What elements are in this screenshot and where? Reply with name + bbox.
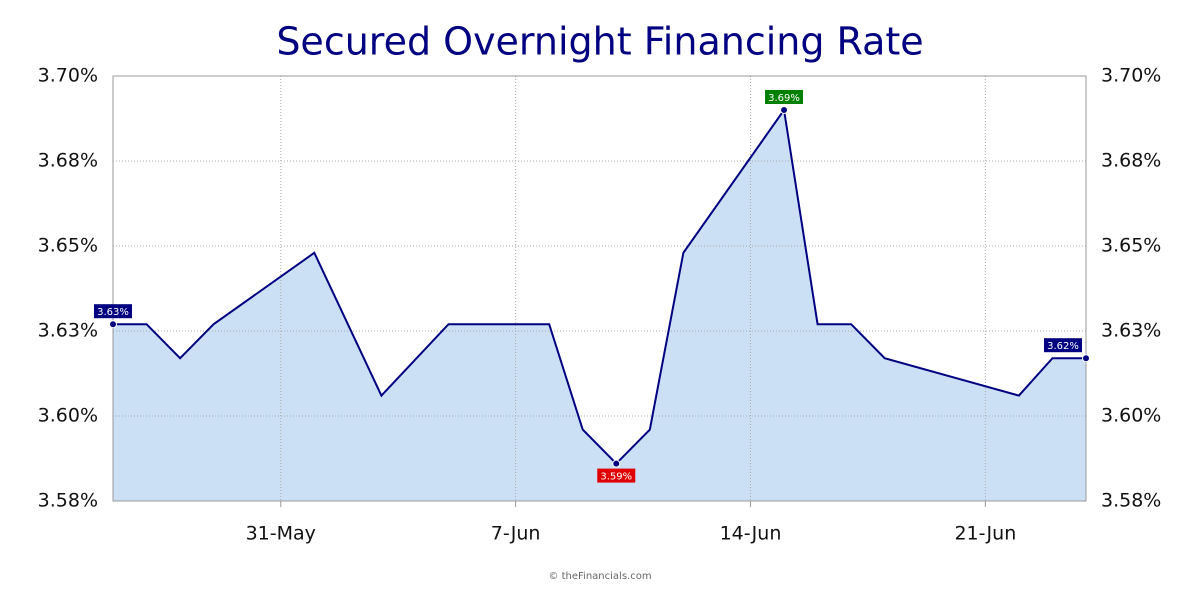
y-tick-label: 3.58% xyxy=(38,490,98,512)
value-label-bg xyxy=(1044,338,1082,353)
y-tick-label: 3.70% xyxy=(38,65,98,87)
area xyxy=(113,110,1086,501)
y2-tick-label: 3.60% xyxy=(1101,405,1161,427)
chart-title: Secured Overnight Financing Rate xyxy=(276,20,923,64)
value-label-group: 3.69% xyxy=(765,90,804,104)
y2-tick-label: 3.68% xyxy=(1101,150,1161,172)
point xyxy=(109,320,117,329)
value-label: 3.59% xyxy=(600,472,632,483)
plot-frame xyxy=(112,75,1087,502)
y2-tick-label: 3.70% xyxy=(1101,65,1161,87)
y-tick-label: 3.60% xyxy=(38,405,98,427)
value-label-group: 3.59% xyxy=(597,468,636,483)
point xyxy=(612,459,621,468)
value-label: 3.69% xyxy=(768,93,800,104)
y2-tick-label: 3.63% xyxy=(1101,320,1161,342)
y2-tick-label: 3.65% xyxy=(1101,235,1161,257)
value-label-bg xyxy=(765,90,804,104)
value-label: 3.63% xyxy=(97,307,129,318)
point xyxy=(1082,354,1090,363)
y-tick-label: 3.65% xyxy=(38,235,98,257)
y2-tick-label: 3.58% xyxy=(1101,490,1161,512)
value-label-group: 3.62% xyxy=(1044,338,1082,353)
value-label-group: 3.63% xyxy=(94,304,132,319)
x-tick-label: 14-Jun xyxy=(720,523,782,545)
x-tick-label: 31-May xyxy=(246,523,316,545)
value-label-bg xyxy=(597,468,636,483)
footer: © theFinancials.com xyxy=(548,571,651,582)
value-label: 3.62% xyxy=(1047,341,1079,352)
x-tick-label: 21-Jun xyxy=(954,523,1016,545)
y-tick-label: 3.63% xyxy=(38,320,98,342)
y-tick-label: 3.68% xyxy=(38,150,98,172)
value-label-bg xyxy=(94,304,132,319)
point xyxy=(780,106,789,114)
x-tick-label: 7-Jun xyxy=(491,523,541,545)
